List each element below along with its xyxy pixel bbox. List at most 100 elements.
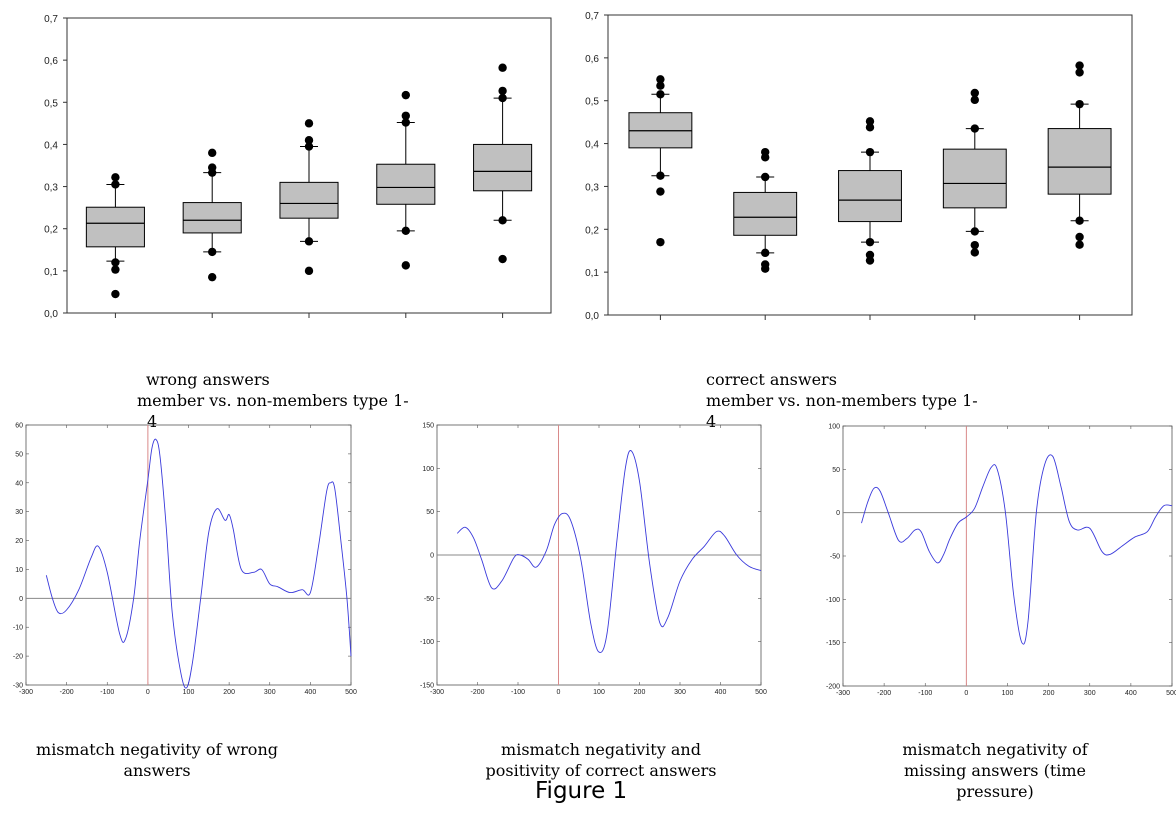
y-tick-label: 0,4 xyxy=(585,140,599,151)
caption-box-wrong-sub: member vs. non-members type 1- 4 xyxy=(137,390,457,432)
outlier-point xyxy=(1075,216,1084,225)
y-tick-label: 0 xyxy=(19,596,23,603)
outlier-point xyxy=(1075,68,1084,77)
outlier-point xyxy=(865,147,875,157)
outlier-point xyxy=(865,117,875,126)
outlier-point xyxy=(970,248,979,257)
x-tick-label: -300 xyxy=(836,690,850,697)
outlier-point xyxy=(304,119,314,128)
caption-box-wrong: wrong answers xyxy=(146,369,346,390)
outlier-point xyxy=(1075,240,1084,249)
outlier-point xyxy=(498,254,507,264)
outlier-point xyxy=(401,118,410,127)
outlier-point xyxy=(401,261,410,270)
y-tick-label: 150 xyxy=(422,423,434,430)
x-tick-label: 100 xyxy=(183,689,195,696)
outlier-point xyxy=(498,216,507,225)
y-tick-label: 0,3 xyxy=(44,183,58,194)
y-tick-label: 0,2 xyxy=(585,225,599,236)
y-tick-label: -10 xyxy=(13,625,23,632)
caption-line: positivity of correct answers xyxy=(485,761,717,780)
waveform-line xyxy=(45,438,352,689)
outlier-point xyxy=(111,258,120,267)
caption-wave-missing: mismatch negativity of missing answers (… xyxy=(870,739,1120,802)
x-tick-label: -100 xyxy=(918,690,932,697)
caption-line: mismatch negativity of xyxy=(902,740,1088,759)
outlier-point xyxy=(208,247,217,257)
plot-frame xyxy=(25,424,352,686)
y-tick-label: 10 xyxy=(15,567,23,574)
box xyxy=(838,170,902,223)
y-tick-label: 50 xyxy=(15,451,23,458)
y-tick-label: 0,0 xyxy=(44,309,58,320)
caption-line: answers xyxy=(123,761,191,780)
outlier-point xyxy=(970,124,979,133)
outlier-point xyxy=(865,123,875,132)
y-tick-label: 0,0 xyxy=(585,311,599,322)
y-tick-label: -100 xyxy=(826,597,840,604)
outlier-point xyxy=(208,168,217,177)
y-tick-label: 100 xyxy=(828,424,840,431)
outlier-point xyxy=(304,266,314,276)
box xyxy=(473,143,533,192)
caption-line: wrong answers xyxy=(146,370,270,389)
x-tick-label: 400 xyxy=(305,689,317,696)
box xyxy=(733,191,798,236)
outlier-point xyxy=(865,237,875,247)
x-tick-label: 200 xyxy=(1043,690,1055,697)
caption-line: 4 xyxy=(706,412,717,431)
caption-line: 4 xyxy=(147,412,158,431)
caption-line: pressure) xyxy=(956,782,1034,801)
boxplot-correct-answers: 0,0 0,1 0,2 0,3 0,4 0,5 0,6 0,7 xyxy=(585,11,1133,322)
x-tick-label: 100 xyxy=(1002,690,1014,697)
x-tick-label: 300 xyxy=(674,689,686,696)
waveform-missing-answers: -300 -200 -100 0 100 200 300 400 500-200-150-100… xyxy=(826,424,1176,698)
y-tick-label: 0,7 xyxy=(585,11,599,22)
x-tick-label: -200 xyxy=(60,689,74,696)
y-tick-label: 0 xyxy=(430,553,434,560)
x-tick-label: 200 xyxy=(634,689,646,696)
y-tick-label: 40 xyxy=(15,480,23,487)
outlier-point xyxy=(656,237,665,247)
y-tick-label: 0,7 xyxy=(44,14,58,25)
outlier-point xyxy=(970,95,979,105)
outlier-point xyxy=(401,111,410,120)
outlier-point xyxy=(304,136,314,145)
outlier-point xyxy=(304,142,314,151)
x-tick-label: 300 xyxy=(1084,690,1096,697)
outlier-point xyxy=(865,256,875,265)
x-tick-label: 0 xyxy=(146,689,150,696)
x-tick-label: 100 xyxy=(593,689,605,696)
outlier-point xyxy=(656,90,665,99)
y-tick-label: 50 xyxy=(832,467,840,474)
plot-frame xyxy=(842,425,1173,687)
outlier-point xyxy=(1075,232,1084,242)
y-tick-label: 0,6 xyxy=(44,56,58,67)
outlier-point xyxy=(761,248,770,258)
outlier-point xyxy=(1075,61,1084,70)
outlier-point xyxy=(498,63,507,72)
y-tick-label: 0,6 xyxy=(585,54,599,65)
outlier-point xyxy=(656,75,665,84)
outlier-point xyxy=(761,153,770,162)
y-tick-label: -50 xyxy=(830,554,840,561)
outlier-point xyxy=(111,289,120,299)
boxplot-wrong-answers: 0,0 0,1 0,2 0,3 0,4 0,5 0,6 0,7 xyxy=(44,14,552,320)
caption-line: member vs. non-members type 1- xyxy=(706,391,978,410)
box xyxy=(279,181,339,219)
y-tick-label: -150 xyxy=(420,683,434,690)
y-tick-label: 60 xyxy=(15,423,23,430)
y-tick-label: 100 xyxy=(422,466,434,473)
x-tick-label: -300 xyxy=(19,689,33,696)
x-tick-label: 0 xyxy=(557,689,561,696)
y-tick-label: -150 xyxy=(826,640,840,647)
caption-box-correct: correct answers xyxy=(706,369,906,390)
x-tick-label: -100 xyxy=(100,689,114,696)
waveform-wrong-answers: -300 -200 -100 0 100 200 300 400 500-30-20-10010… xyxy=(13,423,357,697)
x-tick-label: -200 xyxy=(470,689,484,696)
x-tick-label: 0 xyxy=(964,690,968,697)
outlier-point xyxy=(970,240,979,250)
x-tick-label: 400 xyxy=(715,689,727,696)
outlier-point xyxy=(401,226,410,236)
caption-wave-wrong: mismatch negativity of wrong answers xyxy=(22,739,292,781)
